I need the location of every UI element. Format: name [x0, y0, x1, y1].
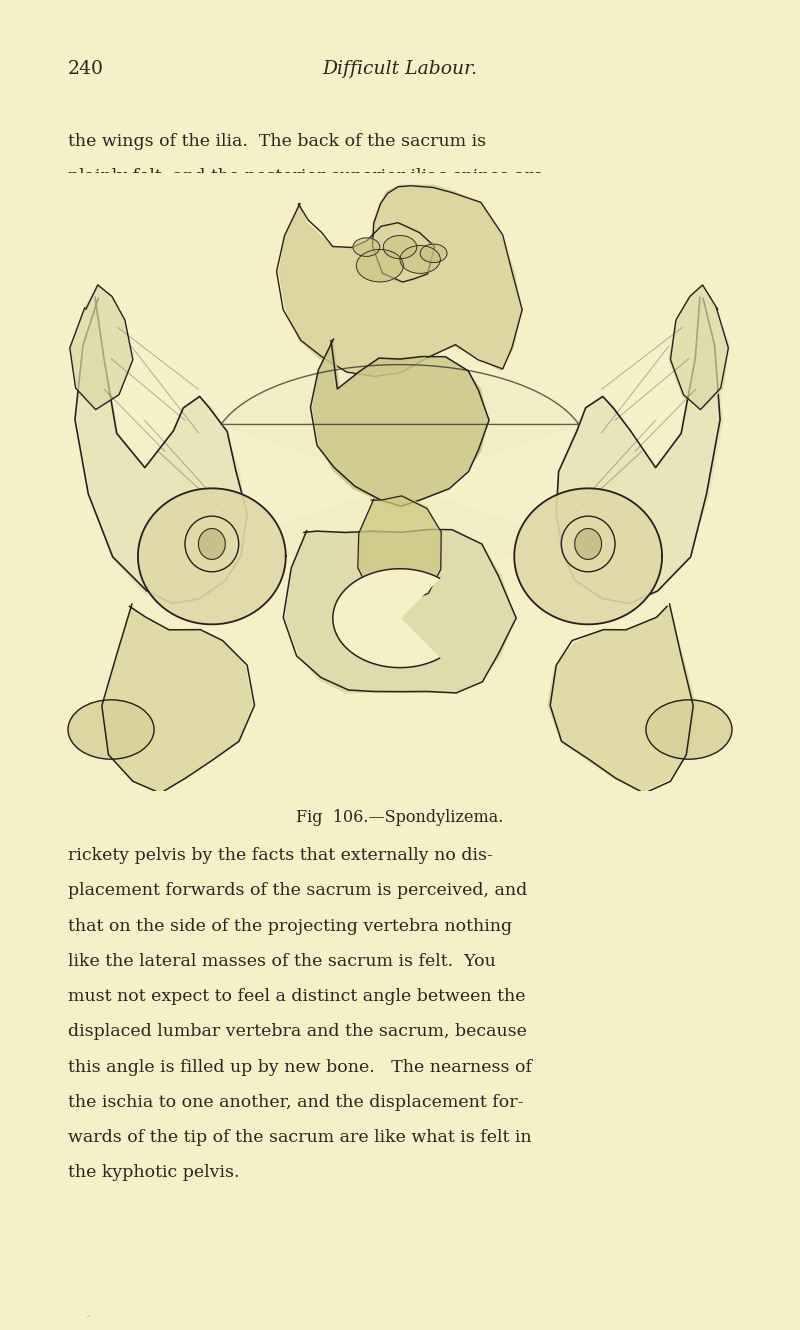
Polygon shape — [286, 532, 514, 693]
Text: this angle is filled up by new bone.   The nearness of: this angle is filled up by new bone. The… — [68, 1059, 532, 1076]
Ellipse shape — [353, 238, 380, 257]
Text: like the lateral masses of the sacrum is felt.  You: like the lateral masses of the sacrum is… — [68, 954, 496, 970]
Text: The displaced: The displaced — [349, 379, 482, 396]
Polygon shape — [78, 297, 246, 605]
Text: the ischia to one another, and the displacement for-: the ischia to one another, and the displ… — [68, 1095, 523, 1111]
Text: usual, less downwards.   The patient walks with short: usual, less downwards. The patient walks… — [68, 274, 541, 291]
Polygon shape — [104, 605, 252, 791]
Text: Fig  106.—Spondylizema.: Fig 106.—Spondylizema. — [296, 809, 504, 826]
Ellipse shape — [68, 700, 154, 759]
Text: the wings of the ilia.  The back of the sacrum is: the wings of the ilia. The back of the s… — [68, 133, 486, 150]
Polygon shape — [514, 488, 662, 624]
Ellipse shape — [383, 235, 417, 259]
Polygon shape — [333, 569, 439, 668]
Text: placement forwards of the sacrum is perceived, and: placement forwards of the sacrum is perc… — [68, 883, 527, 899]
Text: examination of the ’pelvis.: examination of the ’pelvis. — [122, 379, 354, 396]
Text: wards of the tip of the sacrum are like what is felt in: wards of the tip of the sacrum are like … — [68, 1129, 532, 1146]
Text: plainly felt, and the posterior superior iliac spines are: plainly felt, and the posterior superior… — [68, 168, 543, 185]
Text: rickety pelvis by the facts that externally no dis-: rickety pelvis by the facts that externa… — [68, 847, 493, 864]
Ellipse shape — [356, 250, 403, 282]
Text: of the pelvis the genitals look more forwards than: of the pelvis the genitals look more for… — [68, 238, 508, 255]
Text: lumbar vertebra is felt narrowing the brim.   It is: lumbar vertebra is felt narrowing the br… — [68, 415, 501, 432]
Text: must not expect to feel a distinct angle between the: must not expect to feel a distinct angle… — [68, 988, 526, 1005]
Ellipse shape — [646, 700, 732, 759]
Text: farther apart than usual.   From the less inclination: farther apart than usual. From the less … — [68, 203, 522, 221]
Text: distinguished from the projecting promontory of a: distinguished from the projecting promon… — [68, 450, 511, 467]
Ellipse shape — [574, 528, 602, 560]
Ellipse shape — [198, 528, 226, 560]
Text: that on the side of the projecting vertebra nothing: that on the side of the projecting verte… — [68, 918, 512, 935]
Text: displaced lumbar vertebra and the sacrum, because: displaced lumbar vertebra and the sacrum… — [68, 1024, 527, 1040]
Polygon shape — [138, 488, 286, 624]
Polygon shape — [554, 297, 722, 605]
Polygon shape — [313, 340, 487, 507]
Polygon shape — [360, 495, 440, 605]
Text: steps, and the feet are slightly inverted, so that the: steps, and the feet are slightly inverte… — [68, 309, 520, 326]
Polygon shape — [70, 285, 131, 408]
Polygon shape — [548, 605, 696, 791]
Polygon shape — [279, 185, 521, 376]
Polygon shape — [669, 285, 730, 408]
Text: the kyphotic pelvis.: the kyphotic pelvis. — [68, 1165, 239, 1181]
Polygon shape — [221, 364, 579, 575]
Text: Third,: Third, — [68, 379, 143, 396]
Text: Difficult Labour.: Difficult Labour. — [322, 60, 478, 78]
Text: mark made by the foot is deficient in breadth.: mark made by the foot is deficient in br… — [68, 344, 473, 362]
Text: 240: 240 — [68, 60, 104, 78]
Ellipse shape — [400, 246, 440, 274]
Ellipse shape — [420, 243, 447, 262]
